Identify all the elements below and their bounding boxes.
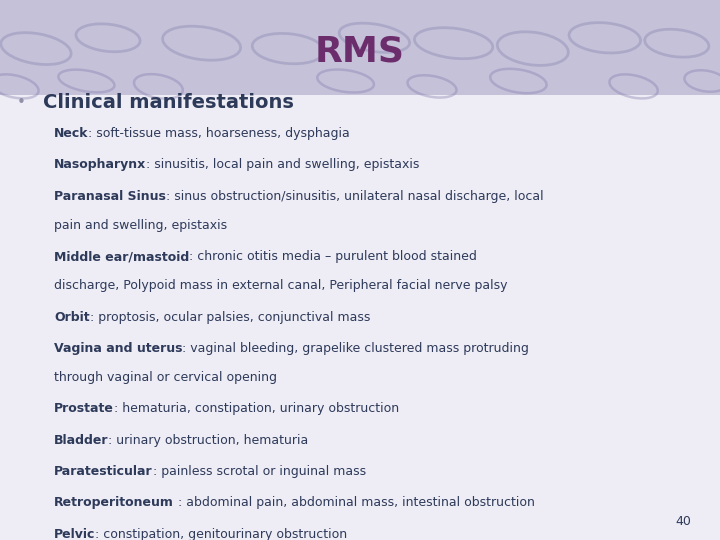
Text: RMS: RMS: [315, 35, 405, 68]
Text: : painless scrotal or inguinal mass: : painless scrotal or inguinal mass: [153, 465, 366, 478]
Text: Prostate: Prostate: [54, 402, 114, 415]
Text: Pelvic: Pelvic: [54, 528, 95, 540]
Text: Middle ear/mastoid: Middle ear/mastoid: [54, 250, 189, 263]
Text: : constipation, genitourinary obstruction: : constipation, genitourinary obstructio…: [95, 528, 348, 540]
Text: : proptosis, ocular palsies, conjunctival mass: : proptosis, ocular palsies, conjunctiva…: [89, 310, 370, 323]
Text: : vaginal bleeding, grapelike clustered mass protruding: : vaginal bleeding, grapelike clustered …: [182, 342, 529, 355]
Text: pain and swelling, epistaxis: pain and swelling, epistaxis: [54, 219, 227, 232]
Text: Clinical manifestations: Clinical manifestations: [43, 93, 294, 112]
Text: : urinary obstruction, hematuria: : urinary obstruction, hematuria: [109, 434, 309, 447]
Text: through vaginal or cervical opening: through vaginal or cervical opening: [54, 371, 277, 384]
Text: discharge, Polypoid mass in external canal, Peripheral facial nerve palsy: discharge, Polypoid mass in external can…: [54, 279, 508, 292]
Text: Vagina and uterus: Vagina and uterus: [54, 342, 182, 355]
FancyBboxPatch shape: [0, 0, 720, 94]
Text: Paratesticular: Paratesticular: [54, 465, 153, 478]
Text: Paranasal Sinus: Paranasal Sinus: [54, 190, 166, 202]
Text: : soft-tissue mass, hoarseness, dysphagia: : soft-tissue mass, hoarseness, dysphagi…: [89, 127, 350, 140]
Text: Nasopharynx: Nasopharynx: [54, 158, 146, 171]
Text: Bladder: Bladder: [54, 434, 109, 447]
Text: 40: 40: [675, 515, 691, 528]
Text: Orbit: Orbit: [54, 310, 89, 323]
Text: : abdominal pain, abdominal mass, intestinal obstruction: : abdominal pain, abdominal mass, intest…: [174, 496, 535, 509]
Text: : sinus obstruction/sinusitis, unilateral nasal discharge, local: : sinus obstruction/sinusitis, unilatera…: [166, 190, 544, 202]
Text: •: •: [17, 95, 26, 110]
Text: : chronic otitis media – purulent blood stained: : chronic otitis media – purulent blood …: [189, 250, 477, 263]
Text: : hematuria, constipation, urinary obstruction: : hematuria, constipation, urinary obstr…: [114, 402, 399, 415]
Text: Neck: Neck: [54, 127, 89, 140]
Text: Retroperitoneum: Retroperitoneum: [54, 496, 174, 509]
Text: : sinusitis, local pain and swelling, epistaxis: : sinusitis, local pain and swelling, ep…: [146, 158, 420, 171]
